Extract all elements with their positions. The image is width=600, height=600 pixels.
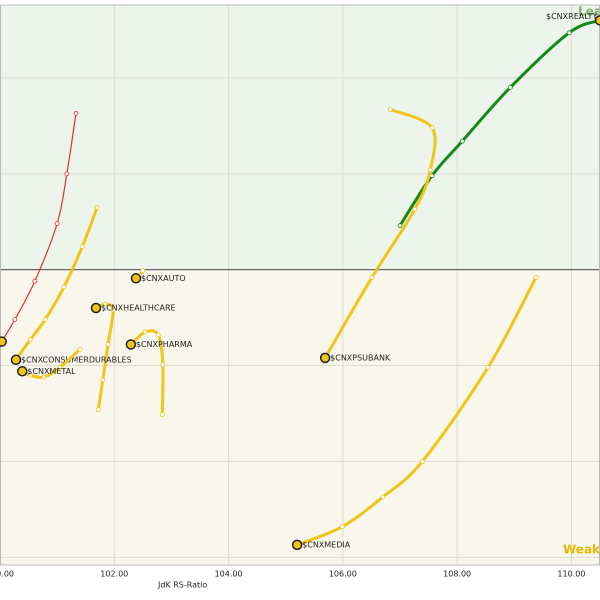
- series-label: $CNXHEALTHCARE: [101, 304, 176, 313]
- trail-point: [110, 307, 116, 313]
- head-point: [90, 302, 102, 314]
- trail-point: [412, 206, 418, 212]
- trail-point: [155, 332, 161, 338]
- head-point: [319, 352, 331, 364]
- head-point: [10, 354, 22, 366]
- series-label: $CNXCONSUMERDURABLES: [21, 355, 132, 364]
- head-point: [0, 336, 7, 347]
- series-label: $CNXREALTY: [546, 12, 597, 21]
- trail-point: [419, 459, 425, 464]
- trail-point: [159, 412, 165, 417]
- x-tick-label: 102.00: [100, 570, 128, 579]
- trail-point: [387, 107, 393, 112]
- trail-point: [160, 362, 166, 367]
- trail-point: [142, 329, 148, 335]
- trail-point: [95, 407, 101, 413]
- trail-point: [427, 167, 433, 173]
- x-tick-label: 106.00: [329, 570, 357, 579]
- trail-point: [533, 274, 539, 280]
- x-axis-title: JdK RS-Ratio: [157, 581, 207, 590]
- head-point: [594, 15, 600, 26]
- trail-point: [94, 204, 100, 210]
- trail-point: [57, 365, 63, 370]
- trail-point: [105, 342, 111, 347]
- head-point: [130, 273, 142, 284]
- trail-point: [77, 346, 83, 352]
- trail-point: [100, 377, 106, 383]
- trail-point: [380, 494, 386, 500]
- trail-point: [507, 85, 513, 90]
- trail-point: [54, 221, 60, 227]
- head-point: [291, 539, 303, 551]
- trail-point: [485, 365, 491, 370]
- leading-quadrant: [0, 5, 600, 270]
- trail-point: [73, 110, 79, 116]
- trail-point: [64, 171, 70, 177]
- trail-point: [12, 317, 18, 322]
- quadrant-label: Weakening: [563, 543, 600, 557]
- trail-point: [566, 30, 572, 36]
- series-label: $CNXAUTO: [141, 274, 186, 283]
- trail-point: [41, 374, 47, 380]
- trail-point: [102, 301, 108, 307]
- trail-point: [42, 317, 48, 322]
- weakening-quadrant: [0, 270, 600, 565]
- x-tick-label: 110.00: [557, 570, 585, 579]
- trail-point: [459, 138, 465, 144]
- series-label: $CNXPHARMA: [136, 340, 193, 349]
- trail: [1, 113, 77, 342]
- x-tick-label: 108.00: [443, 570, 471, 579]
- x-tick-label: 104.00: [215, 570, 243, 579]
- series-label: $CNXMEDIA: [302, 540, 351, 549]
- trail-point: [429, 125, 435, 131]
- trail-point: [369, 274, 375, 280]
- head-point: [125, 339, 137, 350]
- trail-point: [339, 524, 345, 530]
- trail-point: [61, 284, 67, 290]
- series-label: $CNXPSUBANK: [330, 353, 391, 362]
- x-tick-label: 100.00: [0, 570, 14, 579]
- trail-point: [32, 278, 38, 284]
- series-label: $CNXMETAL: [27, 367, 76, 376]
- trail-point: [140, 268, 146, 274]
- head-point: [17, 366, 28, 377]
- trail-point: [27, 337, 33, 343]
- trail-point: [79, 244, 85, 250]
- trail-point: [397, 223, 403, 228]
- trail-point: [27, 372, 33, 378]
- quadrant-label: Leading: [578, 5, 600, 19]
